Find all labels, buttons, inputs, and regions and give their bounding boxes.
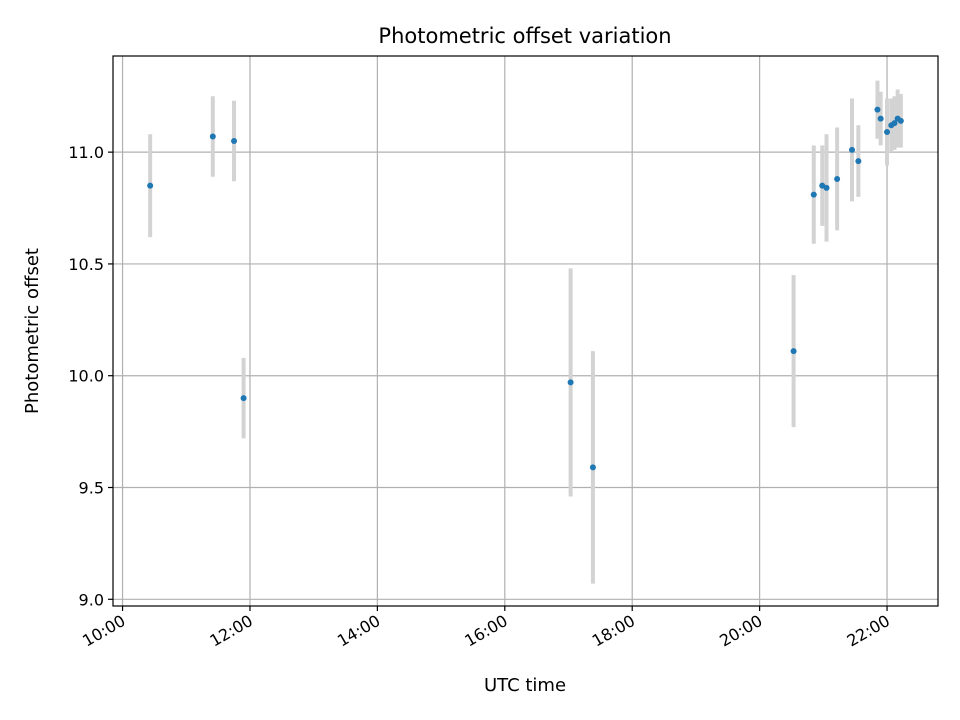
data-points xyxy=(147,106,904,471)
data-point xyxy=(810,191,817,198)
data-point xyxy=(790,348,797,355)
y-tick-label: 10.5 xyxy=(68,255,104,274)
y-axis-label: Photometric offset xyxy=(22,248,43,414)
chart-title: Photometric offset variation xyxy=(378,24,671,48)
x-axis-label: UTC time xyxy=(484,675,566,696)
data-point xyxy=(834,175,841,182)
y-tick-label: 9.5 xyxy=(79,479,104,498)
data-point xyxy=(567,379,574,386)
y-tick-label: 11.0 xyxy=(68,143,104,162)
data-point xyxy=(848,146,855,153)
data-point xyxy=(823,184,830,191)
data-point xyxy=(884,129,891,136)
data-point xyxy=(240,395,247,402)
data-point xyxy=(874,106,881,113)
data-point xyxy=(897,117,904,124)
data-point xyxy=(589,464,596,471)
y-tick-label: 9.0 xyxy=(79,590,104,609)
data-point xyxy=(855,158,862,165)
data-point xyxy=(147,182,154,189)
grid xyxy=(113,56,938,606)
data-point xyxy=(877,115,884,122)
y-axis-ticks: 9.0 9.5 10.0 10.5 11.0 xyxy=(68,143,113,609)
y-tick-label: 10.0 xyxy=(68,367,104,386)
data-point xyxy=(231,137,238,144)
data-point xyxy=(891,120,898,127)
plot-frame xyxy=(112,55,939,607)
data-point xyxy=(209,133,216,140)
